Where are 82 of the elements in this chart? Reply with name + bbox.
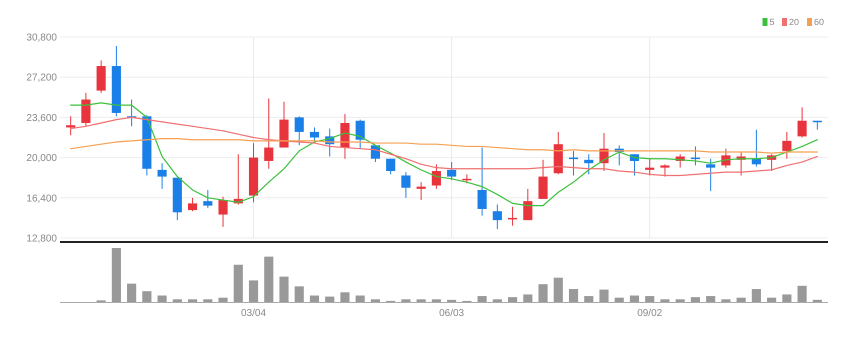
bar: [752, 289, 761, 302]
candlestick: [356, 119, 365, 150]
candlestick: [401, 172, 410, 198]
bar: [203, 299, 212, 302]
bar: [798, 286, 807, 302]
bar: [676, 299, 685, 302]
candlestick: [66, 116, 76, 136]
bar: [660, 299, 670, 302]
y-tick-label: 20,000: [26, 153, 58, 164]
bar: [294, 286, 304, 302]
candlestick: [478, 147, 487, 216]
bar: [112, 248, 121, 302]
bar: [767, 298, 776, 302]
bar: [432, 299, 441, 302]
bar: [310, 296, 320, 302]
bar: [264, 256, 274, 302]
candlestick: [386, 158, 396, 175]
bar: [690, 297, 700, 302]
candlestick: [447, 162, 456, 180]
candlestick: [218, 196, 228, 228]
bar: [401, 299, 410, 302]
candlestick: [538, 159, 548, 200]
legend-label: 5: [770, 17, 775, 28]
bar: [492, 299, 502, 302]
legend-label: 60: [814, 17, 824, 28]
bar: [721, 299, 730, 302]
bar: [614, 298, 624, 302]
candlestick: [188, 197, 198, 212]
y-tick-label: 30,800: [26, 32, 58, 44]
candlestick: [492, 204, 502, 230]
bar: [706, 296, 716, 302]
bar: [356, 296, 365, 302]
candlestick: [584, 154, 594, 175]
bar: [630, 296, 640, 302]
y-tick-label: 16,400: [26, 193, 58, 204]
bar: [279, 276, 289, 302]
bar: [782, 294, 792, 302]
y-tick-label: 12,800: [26, 234, 58, 244]
candlestick: [645, 158, 654, 176]
candlestick: [158, 162, 167, 190]
bar: [554, 278, 563, 302]
candlestick: [798, 106, 807, 138]
bar: [416, 299, 426, 302]
bar: [370, 299, 380, 302]
bar: [172, 299, 182, 302]
candlestick: [508, 206, 518, 226]
bar: [142, 291, 152, 302]
candlestick: [752, 129, 761, 168]
legend-label: 20: [789, 17, 800, 28]
bar: [736, 298, 746, 302]
candlestick: [81, 92, 90, 127]
candlestick: [432, 164, 441, 190]
candlestick: [294, 116, 304, 146]
candlestick: [782, 131, 792, 160]
line-series: [70, 116, 818, 176]
bar: [325, 296, 334, 302]
bar: [127, 284, 136, 302]
x-tick-label: 09/02: [637, 308, 663, 319]
bar: [599, 290, 609, 302]
candlestick: [690, 146, 700, 166]
bar: [523, 294, 532, 302]
y-tick-label: 23,600: [26, 112, 58, 124]
bar: [645, 296, 654, 302]
candlestick: [203, 189, 212, 208]
candlestick: [264, 98, 274, 170]
bar: [218, 298, 228, 302]
candlestick: [568, 150, 578, 176]
bar: [158, 296, 167, 302]
bar: [584, 296, 594, 302]
bar: [478, 296, 487, 302]
candlestick: [523, 188, 532, 221]
bar: [234, 264, 243, 302]
bar: [568, 289, 578, 302]
x-tick-label: 06/03: [439, 308, 465, 319]
bar: [248, 280, 258, 302]
bar: [538, 284, 548, 302]
x-tick-label: 03/04: [241, 308, 266, 319]
candlestick: [416, 182, 426, 201]
bar: [188, 299, 198, 302]
bar: [508, 297, 518, 302]
y-tick-label: 27,200: [26, 72, 58, 84]
bar: [340, 292, 350, 302]
